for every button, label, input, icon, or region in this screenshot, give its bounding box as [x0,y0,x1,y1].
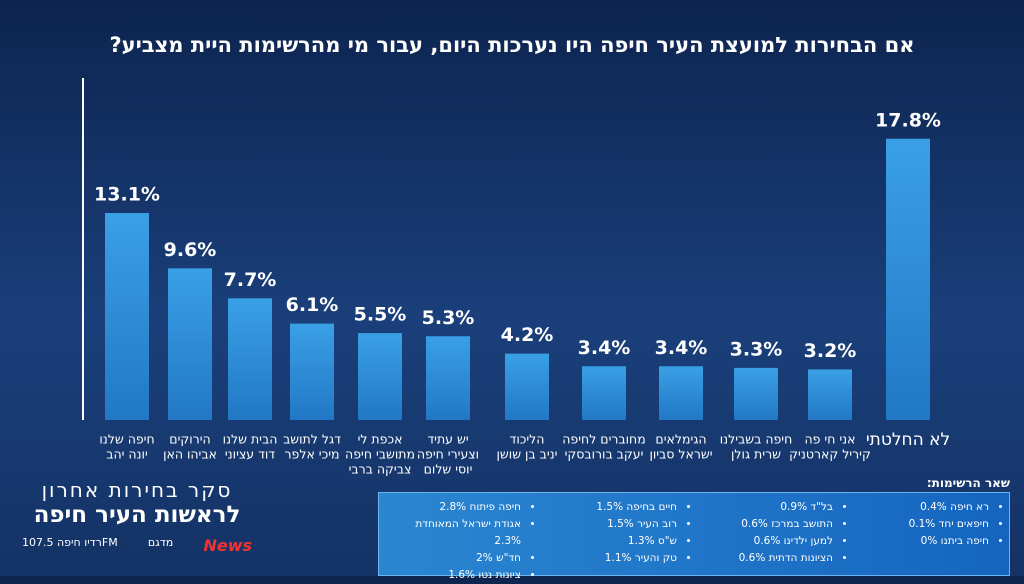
bar [358,333,402,420]
x-tick-label: חיפה שלנו [99,432,154,447]
value-label: 9.6% [164,239,217,261]
value-label: 17.8% [875,109,941,131]
bar [105,213,149,420]
others-item: חיים בחיפה 1.5% [543,499,677,516]
subheadline: לראשות העיר חיפה [33,502,241,528]
others-item: למען ילדינו 0.6% [699,533,833,550]
logos: רדיו חיפה 107.5FM מדגם News [22,536,252,555]
x-tick-label: יונה יהב [106,447,148,462]
x-tick-label: שרית גולן [731,447,781,462]
others-column: בל"ד 0.9%התושב במרכז 0.6%למען ילדינו 0.6… [699,499,845,569]
others-item: חיפאים יחד 0.1% [855,516,989,533]
bar [808,369,852,420]
others-item: חיפה ביתנו 0% [855,533,989,550]
x-tick-label: אכפת לי [358,432,403,447]
x-tick-label: קיריל קארטניק [789,447,871,462]
others-item: ש"ס 1.3% [543,533,677,550]
x-tick-label: הליכוד [510,432,545,447]
x-tick-label: הירוקים [169,432,210,447]
others-item: בל"ד 0.9% [699,499,833,516]
others-item: רוב העיר 1.5% [543,516,677,533]
headline: סקר בחירות אחרון [41,478,233,502]
x-tick-label: וצעירי חיפה [417,447,479,462]
others-item: חיפה פיתוח 2.8% [387,499,521,516]
value-label: 3.4% [578,337,631,359]
bar [228,298,272,420]
x-tick-label: יעקב בורובסקי [565,447,644,462]
others-title: שאר הרשימות: [926,476,1010,490]
x-tick-label: יניב בן שושן [497,447,558,462]
bar [734,367,778,420]
bar [659,366,703,420]
bar [168,268,212,420]
x-tick-label: יש עתיד [427,432,468,447]
value-label: 6.1% [286,294,339,316]
x-tick-label: מתושבי חיפה [345,447,415,462]
value-label: 3.4% [655,337,708,359]
value-label: 3.2% [804,340,857,362]
bar [505,353,549,420]
value-label: 4.2% [501,324,554,346]
others-item: רא חיפה 0.4% [855,499,989,516]
others-item: התושב במרכז 0.6% [699,516,833,533]
others-column: חיים בחיפה 1.5%רוב העיר 1.5%ש"ס 1.3%טק ו… [543,499,689,569]
logo: מדגם [147,536,174,549]
value-label: 7.7% [224,269,277,291]
bar [426,336,470,420]
others-item: חד"ש 2% [387,550,521,567]
bar [582,366,626,420]
x-tick-label: מיכי אלפר [285,447,340,462]
value-label: 3.3% [730,338,783,360]
value-label: 5.5% [354,304,407,326]
others-item: אגודת ישראל המאוחדת 2.3% [387,516,521,550]
x-tick-label: אני חי פה [804,432,855,447]
x-tick-label: דוד עציוני [225,447,275,462]
x-tick-label: חיפה בשבילנו [720,432,793,447]
value-label: 5.3% [422,307,475,329]
x-tick-label: צביקה ברבי [349,462,412,477]
chart-title: אם הבחירות למועצת העיר חיפה היו נערכות ה… [109,33,914,57]
others-item: טק והעיר 1.1% [543,550,677,567]
x-tick-label: אביהו האן [163,447,217,462]
x-tick-label: הבית שלנו [223,432,278,447]
x-tick-label: דגל לתושב [283,432,341,447]
others-panel: חיפה פיתוח 2.8%אגודת ישראל המאוחדת 2.3%ח… [378,492,1010,581]
x-tick-label: מחוברים לחיפה [562,432,645,447]
logo: רדיו חיפה 107.5FM [22,536,118,549]
others-column: רא חיפה 0.4%חיפאים יחד 0.1%חיפה ביתנו 0% [855,499,1001,569]
x-tick-label: ישראל סביון [649,447,712,462]
branding: סקר בחירות אחרון לראשות העיר חיפה רדיו ח… [22,478,252,555]
x-tick-label: יוסי שלום [424,462,473,477]
others-item: הציונות הדתית 0.6% [699,550,833,567]
x-tick-label: הגימלאים [655,432,706,447]
x-tick-label: לא החלטתי [866,430,950,450]
others-column: חיפה פיתוח 2.8%אגודת ישראל המאוחדת 2.3%ח… [387,499,533,581]
logo: News [203,536,252,555]
bar [290,323,334,420]
bar [886,138,930,420]
value-label: 13.1% [94,184,160,206]
